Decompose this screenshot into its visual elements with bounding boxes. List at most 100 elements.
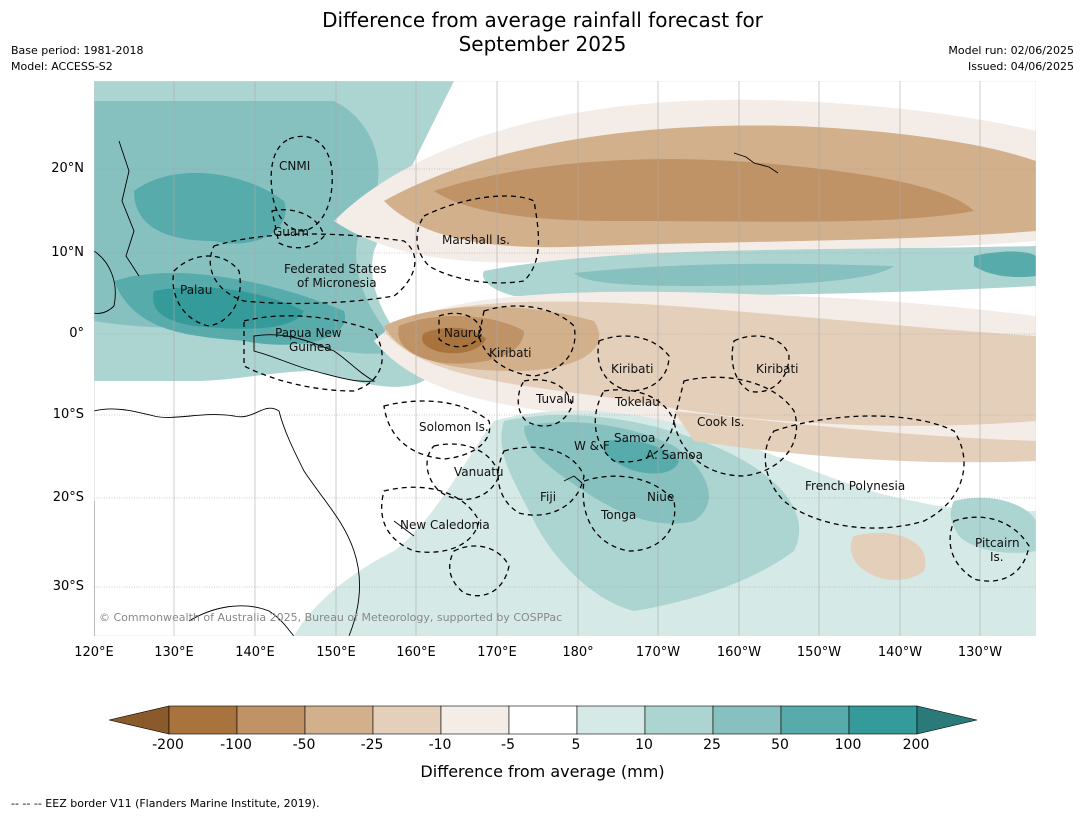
cb-label-11: 200 [902, 737, 930, 753]
coast-australia [94, 407, 360, 636]
eez-kiribati-east [731, 335, 790, 393]
wet-band-itcz-core [574, 263, 894, 286]
lat-label-10n: 10°N [51, 245, 84, 260]
eez-vanuatu [426, 443, 500, 501]
colorbar-swatch-1 [236, 705, 306, 735]
label-cnmi: CNMI [279, 159, 310, 173]
eez-png [243, 315, 383, 392]
label-kiribati-east: Kiribati [756, 362, 798, 376]
colorbar-swatch-3 [372, 705, 442, 735]
lon-label-160w: 160°W [716, 645, 762, 660]
label-tuvalu: Tuvalu [535, 392, 575, 406]
meta-right: Model run: 02/06/2025 Issued: 04/06/2025 [948, 43, 1074, 75]
eez-legend-note: -- -- -- EEZ border V11 (Flanders Marine… [11, 797, 320, 810]
label-guam: Guam [273, 225, 309, 239]
coast-png [253, 334, 376, 382]
rainfall-map: CNMI Guam Marshall Is. Federated States … [94, 81, 1036, 636]
cb-label-2: -50 [292, 737, 316, 753]
title-line-2: September 2025 [458, 32, 627, 56]
coast-borneo [94, 250, 116, 314]
label-palau: Palau [180, 283, 212, 297]
eez-borders [172, 135, 1030, 597]
graticule [94, 168, 1036, 588]
eez-tuvalu [517, 379, 573, 427]
coast-fiji [563, 475, 583, 484]
coast-philippines [118, 140, 140, 277]
colorbar-swatch-4 [440, 705, 510, 735]
coast-new-zealand [188, 605, 295, 636]
label-tonga: Tonga [600, 508, 636, 522]
eez-fsm [209, 233, 416, 305]
colorbar-swatch-5 [508, 705, 578, 735]
lon-label-140e: 140°E [235, 645, 275, 660]
lon-label-150e: 150°E [316, 645, 356, 660]
eez-cnmi [270, 135, 333, 232]
cb-label-8: 25 [703, 737, 721, 753]
colorbar-swatch-9 [780, 705, 850, 735]
colorbar-swatch-7 [644, 705, 714, 735]
eez-french-polynesia [764, 415, 965, 529]
label-french-polynesia: French Polynesia [805, 479, 905, 493]
label-wallis-futuna: W & F [574, 439, 610, 453]
eez-nauru [438, 312, 483, 348]
cb-label-3: -25 [360, 737, 384, 753]
cb-label-5: -5 [501, 737, 515, 753]
label-marshall: Marshall Is. [442, 233, 510, 247]
cb-label-9: 50 [771, 737, 789, 753]
wet-spcz-core [524, 422, 709, 524]
cb-label-7: 10 [635, 737, 653, 753]
label-fiji: Fiji [540, 490, 556, 504]
lat-label-30s: 30°S [52, 579, 84, 594]
dry-core-nauru-inner [422, 327, 486, 354]
lat-label-0: 0° [69, 326, 84, 341]
eez-kermadec [449, 545, 510, 597]
lon-label-160e: 160°E [396, 645, 436, 660]
label-fsm-line2: of Micronesia [297, 276, 377, 290]
label-vanuatu: Vanuatu [454, 465, 504, 479]
coastlines [94, 140, 779, 636]
colorbar-swatch-8 [712, 705, 782, 735]
lat-label-20n: 20°N [51, 161, 84, 176]
cb-label-10: 100 [834, 737, 862, 753]
eez-cook [673, 376, 798, 477]
lon-label-150w: 150°W [796, 645, 842, 660]
cb-label-4: -10 [428, 737, 452, 753]
lon-label-170w: 170°W [635, 645, 681, 660]
colorbar-swatch-6 [576, 705, 646, 735]
place-labels: CNMI Guam Marshall Is. Federated States … [180, 159, 1020, 564]
title-line-1: Difference from average rainfall forecas… [322, 8, 763, 32]
anomaly-fields [94, 81, 1036, 636]
model-name: Model: ACCESS-S2 [11, 60, 113, 73]
eez-guam [271, 209, 325, 249]
colorbar [108, 705, 978, 735]
label-kiribati-west: Kiribati [489, 346, 531, 360]
label-samoa: Samoa [614, 431, 655, 445]
lon-label-120e: 120°E [74, 645, 114, 660]
eez-pitcairn [949, 516, 1030, 582]
eez-solomon [383, 400, 491, 460]
chart-title: Difference from average rainfall forecas… [0, 8, 1085, 56]
lat-label-10s: 10°S [52, 407, 84, 422]
lon-label-170e: 170°E [477, 645, 517, 660]
label-tokelau: Tokelau [614, 395, 660, 409]
cb-label-1: -100 [220, 737, 252, 753]
lat-label-20s: 20°S [52, 490, 84, 505]
label-cook: Cook Is. [697, 415, 744, 429]
label-pitcairn-line2: Is. [990, 550, 1004, 564]
issued-date: Issued: 04/06/2025 [967, 60, 1074, 73]
lon-label-140w: 140°W [877, 645, 923, 660]
colorbar-swatch-0 [168, 705, 238, 735]
wet-core-philippines [134, 172, 286, 244]
eez-tonga-niue [582, 475, 676, 552]
meta-left: Base period: 1981-2018 Model: ACCESS-S2 [11, 43, 143, 75]
eez-new-caledonia [380, 486, 480, 553]
eez-tokelau-samoa [594, 389, 675, 463]
dry-band-south [674, 411, 1036, 463]
label-new-caledonia: New Caledonia [400, 518, 490, 532]
eez-kiribati-west [478, 305, 576, 377]
colorbar-swatch-10 [848, 705, 918, 735]
wet-spot-east [974, 251, 1036, 278]
label-solomon: Solomon Is. [419, 420, 489, 434]
colorbar-extend-low [108, 705, 170, 735]
wet-spcz-inner [602, 439, 679, 474]
